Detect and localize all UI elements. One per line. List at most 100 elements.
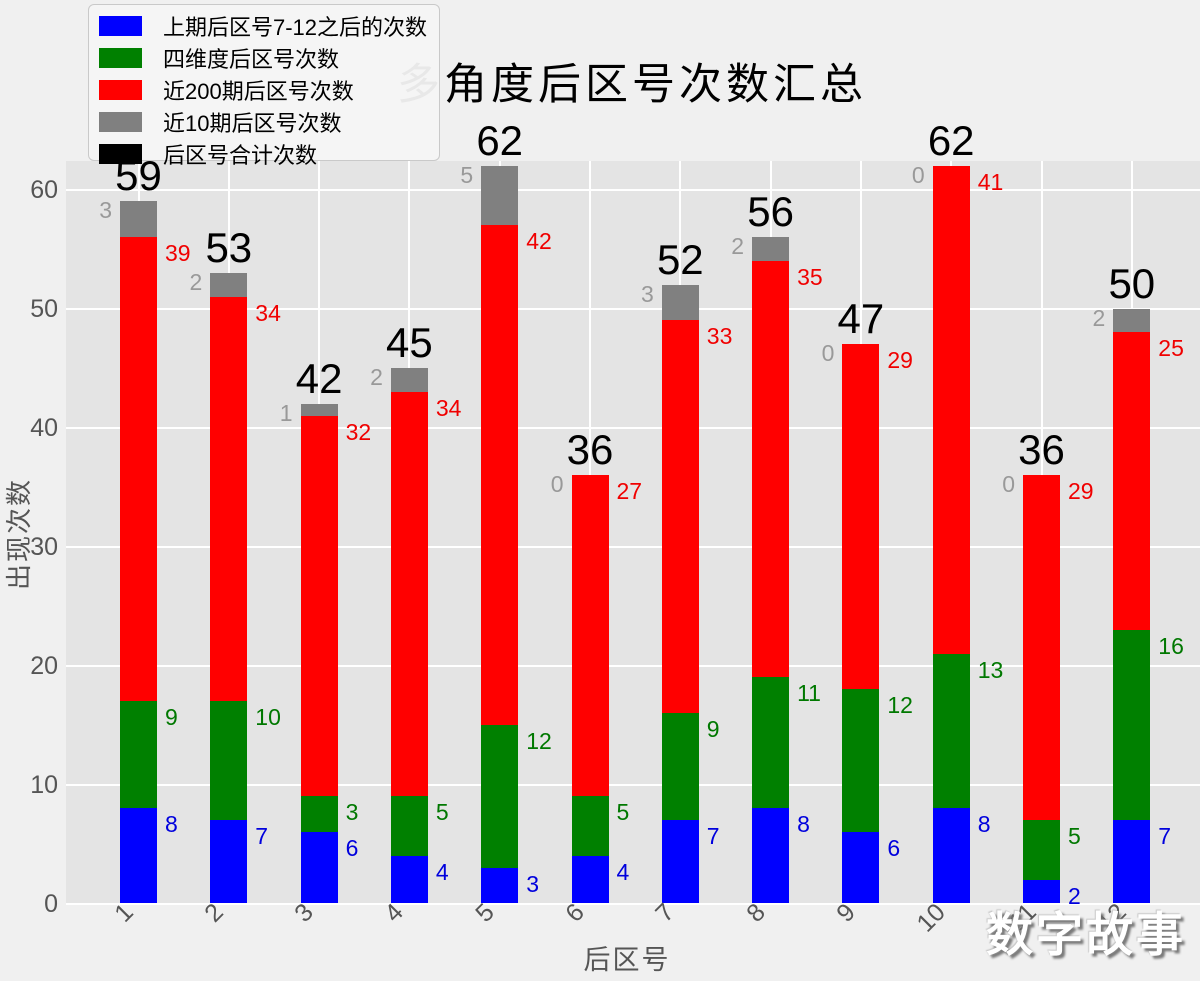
segment-value-label: 35: [797, 263, 823, 290]
segment-value-label: 5: [616, 799, 630, 826]
horizontal-gridline: [66, 426, 1200, 429]
segment-value-label: 41: [977, 168, 1004, 195]
y-tick-label: 20: [30, 651, 58, 680]
bar-segment-blue: [661, 820, 699, 904]
bar-segment-green: [1113, 629, 1151, 821]
bar-segment-blue: [300, 832, 338, 904]
segment-value-label: 2: [189, 268, 203, 295]
segment-value-label: 34: [255, 299, 281, 326]
bar-segment-green: [661, 713, 699, 821]
bar-segment-green: [120, 701, 157, 809]
segment-value-label: 4: [616, 858, 630, 885]
segment-value-label: 33: [706, 323, 733, 350]
segment-value-label: 6: [887, 835, 901, 862]
bar-segment-green: [1023, 820, 1060, 880]
segment-value-label: 7: [255, 823, 269, 850]
bar-segment-red: [120, 237, 157, 702]
horizontal-gridline: [66, 664, 1200, 667]
watermark: 数字故事: [986, 908, 1186, 961]
bar-segment-red: [1023, 475, 1060, 821]
y-tick-label: 60: [30, 175, 58, 204]
segment-value-label: 10: [255, 704, 281, 731]
bar-segment-red: [932, 165, 970, 654]
bar-segment-blue: [210, 820, 248, 904]
segment-value-label: 0: [550, 471, 564, 498]
x-tick-label: 9: [831, 898, 861, 928]
total-value-label: 47: [837, 295, 885, 343]
total-value-label: 53: [205, 223, 253, 271]
segment-value-label: 12: [887, 692, 913, 719]
segment-value-label: 0: [821, 340, 835, 367]
plot-area: [66, 161, 1200, 905]
legend-color-swatch: [99, 112, 142, 132]
legend-item-label: 近10期后区号次数: [163, 111, 342, 136]
legend-item: 近10期后区号次数: [99, 106, 429, 138]
bar-segment-green: [210, 701, 248, 821]
x-tick-label: 1: [108, 898, 139, 928]
bar-segment-blue: [571, 855, 609, 904]
legend-item-label: 后区号合计次数: [163, 143, 318, 168]
y-tick-label: 10: [30, 770, 58, 799]
bar-segment-red: [752, 260, 790, 678]
total-value-label: 56: [747, 188, 794, 236]
segment-value-label: 2: [731, 233, 745, 260]
segment-value-label: 2: [370, 364, 383, 390]
bar-segment-blue: [120, 808, 157, 904]
bar-segment-green: [481, 725, 519, 868]
segment-value-label: 5: [1068, 823, 1081, 850]
bar-segment-blue: [1113, 820, 1151, 904]
segment-value-label: 8: [797, 811, 810, 838]
chart-title: 多角度后区号次数汇总: [397, 61, 867, 109]
total-value-label: 45: [386, 319, 433, 366]
legend-color-swatch: [99, 48, 142, 68]
bar-segment-blue: [932, 808, 970, 904]
total-value-label: 50: [1108, 259, 1156, 307]
y-tick-label: 30: [30, 532, 58, 561]
bar-segment-gray: [300, 403, 338, 416]
bar-segment-green: [752, 677, 790, 809]
segment-value-label: 3: [345, 799, 359, 826]
bar-segment-green: [842, 689, 880, 833]
total-value-label: 42: [295, 354, 343, 402]
segment-value-label: 5: [435, 799, 449, 826]
legend-item-label: 上期后区号7-12之后的次数: [163, 15, 428, 40]
legend-item-label: 近200期后区号次数: [163, 79, 354, 104]
segment-value-label: 1: [279, 399, 293, 426]
segment-value-label: 8: [977, 811, 991, 838]
segment-value-label: 2: [1092, 304, 1106, 331]
bar-segment-gray: [752, 237, 790, 261]
legend-color-swatch: [99, 80, 142, 100]
x-tick-label: 4: [379, 898, 410, 928]
segment-value-label: 7: [1158, 823, 1172, 850]
segment-value-label: 0: [911, 161, 925, 188]
segment-value-label: 5: [460, 161, 474, 188]
legend-color-swatch: [99, 144, 142, 164]
segment-value-label: 32: [345, 418, 372, 445]
segment-value-label: 2: [1068, 882, 1081, 909]
bar-segment-red: [210, 296, 248, 702]
segment-value-label: 3: [526, 870, 539, 897]
bar-segment-green: [571, 796, 609, 856]
segment-value-label: 8: [165, 811, 178, 838]
segment-value-label: 3: [99, 197, 112, 224]
legend-item: 后区号合计次数: [99, 138, 429, 170]
bar-segment-green: [390, 796, 428, 856]
total-value-label: 36: [1018, 426, 1065, 474]
y-tick-label: 0: [44, 889, 58, 918]
bar-segment-red: [390, 391, 428, 797]
bar-segment-gray: [120, 201, 157, 238]
legend-item: 四维度后区号次数: [99, 42, 429, 74]
bar-segment-red: [661, 320, 699, 714]
x-axis-title: 后区号: [583, 945, 671, 975]
bar-segment-red: [571, 475, 609, 797]
bar-segment-gray: [210, 272, 248, 297]
segment-value-label: 13: [977, 656, 1004, 683]
segment-value-label: 4: [435, 858, 449, 885]
total-value-label: 62: [476, 116, 524, 164]
x-tick-label: 5: [469, 898, 500, 928]
bar-segment-green: [300, 796, 338, 833]
total-value-label: 36: [566, 426, 614, 474]
segment-value-label: 6: [345, 835, 359, 862]
bar-segment-gray: [661, 284, 699, 321]
